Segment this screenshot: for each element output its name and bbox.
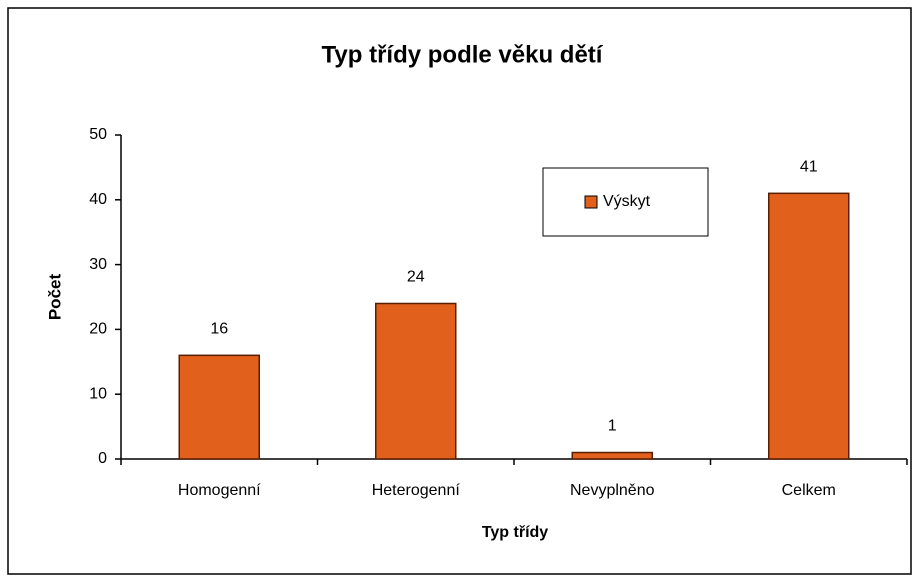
y-tick-label: 20 — [89, 321, 107, 338]
bar — [178, 354, 260, 460]
bar — [768, 192, 850, 460]
y-tick-label: 40 — [89, 191, 107, 208]
bar — [375, 302, 457, 460]
x-tick-label: Heterogenní — [372, 482, 461, 499]
y-tick-label: 50 — [89, 126, 107, 143]
bar — [571, 451, 653, 460]
data-label: 41 — [800, 159, 818, 176]
legend-swatch — [584, 195, 598, 209]
chart-title: Typ třídy podle věku dětí — [322, 41, 604, 68]
data-label: 1 — [608, 418, 617, 435]
y-tick-label: 10 — [89, 385, 107, 402]
legend-label: Výskyt — [603, 193, 651, 210]
y-axis-label: Počet — [45, 274, 64, 321]
chart-frame — [7, 7, 912, 575]
data-label: 16 — [210, 321, 228, 338]
legend-box — [542, 167, 709, 237]
y-tick-label: 0 — [98, 450, 107, 467]
y-tick-label: 30 — [89, 256, 107, 273]
x-tick-label: Celkem — [782, 482, 836, 499]
x-tick-label: Homogenní — [178, 482, 261, 499]
data-label: 24 — [407, 269, 425, 286]
x-axis-label: Typ třídy — [482, 524, 548, 541]
x-tick-label: Nevyplněno — [570, 482, 655, 499]
